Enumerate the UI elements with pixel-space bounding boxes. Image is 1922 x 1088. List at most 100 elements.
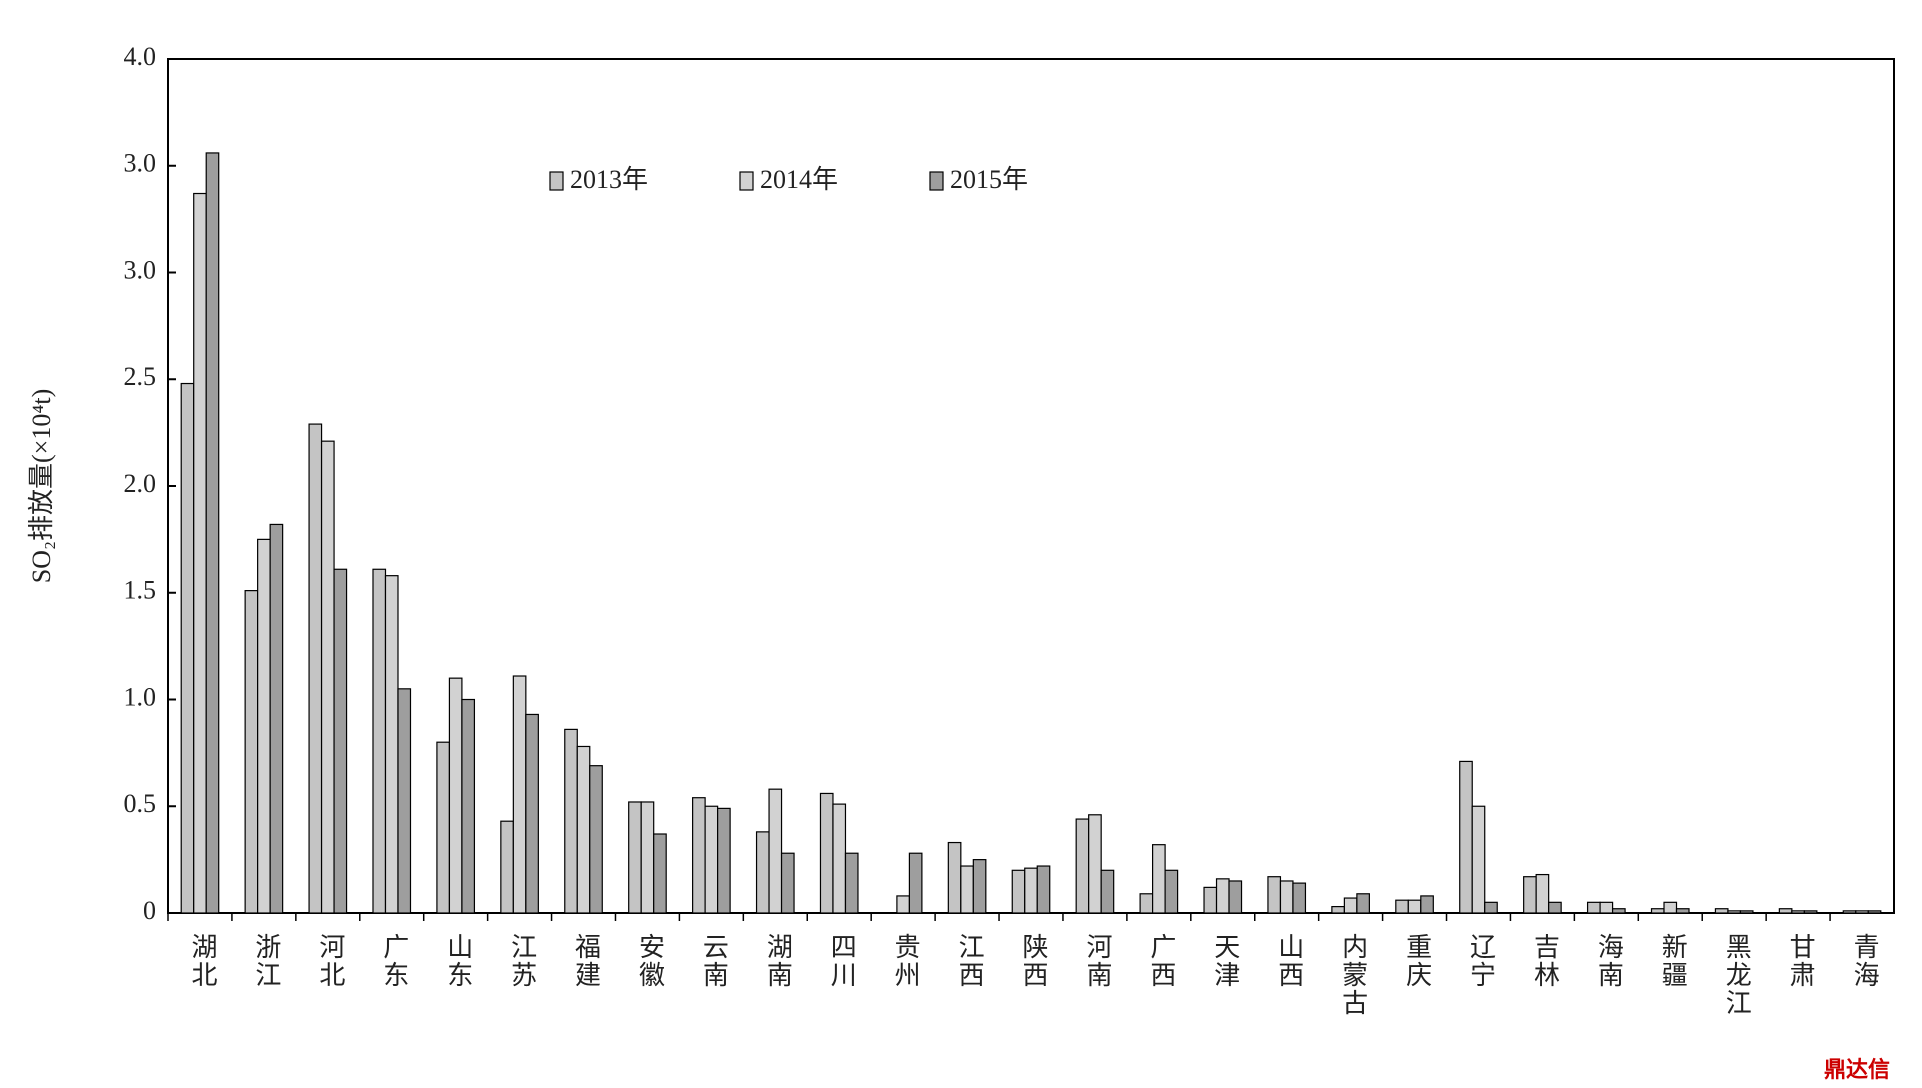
bar xyxy=(500,820,514,914)
bar xyxy=(1778,908,1793,914)
bar xyxy=(384,575,399,914)
bar xyxy=(972,859,987,914)
bar xyxy=(333,568,348,914)
bar xyxy=(704,805,719,914)
bar xyxy=(1228,880,1243,914)
y-axis-label: SO₂排放量(×10⁴t) xyxy=(27,389,56,584)
bar xyxy=(372,568,387,914)
bar xyxy=(768,788,783,914)
legend-label: 2014年 xyxy=(760,165,838,194)
bar xyxy=(1739,910,1754,914)
x-tick-label: 浙江 xyxy=(252,933,281,989)
bar xyxy=(1356,893,1370,914)
bar xyxy=(1586,901,1601,914)
bar xyxy=(896,895,910,914)
bar xyxy=(448,677,463,914)
x-tick-label: 江西 xyxy=(955,933,984,989)
bar xyxy=(947,841,962,914)
bar xyxy=(257,538,271,914)
x-tick-label: 青海 xyxy=(1850,933,1879,989)
bar xyxy=(320,440,335,914)
bar xyxy=(1203,886,1218,914)
legend-label: 2015年 xyxy=(950,165,1028,194)
bar xyxy=(589,765,603,914)
bar xyxy=(205,152,220,914)
x-tick-label: 辽宁 xyxy=(1467,933,1496,989)
bar xyxy=(1331,905,1345,914)
legend-swatch xyxy=(739,171,754,191)
bar xyxy=(1535,873,1550,914)
bar xyxy=(525,713,539,914)
bar xyxy=(628,801,642,914)
legend-swatch xyxy=(549,171,564,191)
bar xyxy=(844,852,859,914)
x-tick-label: 黑龙江 xyxy=(1722,933,1751,1017)
bar xyxy=(1011,869,1026,914)
bar xyxy=(1088,814,1102,914)
legend-swatch xyxy=(929,171,944,191)
bar xyxy=(1164,869,1179,914)
bar xyxy=(1420,895,1434,914)
bar xyxy=(1407,899,1422,914)
y-tick-label: 2.0 xyxy=(124,469,157,498)
bar xyxy=(1803,910,1818,914)
x-tick-label: 四川 xyxy=(827,933,856,989)
bar xyxy=(1599,901,1614,914)
x-tick-label: 甘肃 xyxy=(1786,933,1815,989)
bar xyxy=(564,728,578,914)
bar xyxy=(180,382,195,914)
x-tick-label: 湖南 xyxy=(763,933,792,989)
watermark: 鼎达信 xyxy=(1824,1057,1890,1082)
x-tick-label: 福建 xyxy=(572,933,601,989)
bar xyxy=(832,803,847,914)
bar xyxy=(780,852,795,914)
x-tick-label: 云南 xyxy=(699,933,728,989)
x-tick-label: 山西 xyxy=(1275,933,1304,989)
bar xyxy=(1727,910,1742,914)
y-tick-label: 0 xyxy=(143,896,156,925)
x-tick-label: 陕西 xyxy=(1019,933,1048,989)
bar xyxy=(1075,818,1090,914)
x-tick-label: 山东 xyxy=(444,933,473,989)
bar xyxy=(1152,844,1166,914)
y-tick-label: 2.5 xyxy=(124,362,157,391)
plot-frame xyxy=(167,58,1895,914)
x-tick-label: 广西 xyxy=(1147,933,1176,989)
bar xyxy=(1139,893,1154,914)
x-tick-label: 河北 xyxy=(316,933,345,989)
y-tick-label: 0.5 xyxy=(124,789,157,818)
legend-label: 2013年 xyxy=(570,165,648,194)
bar xyxy=(1867,910,1882,914)
bar xyxy=(960,865,974,914)
bar xyxy=(1855,910,1869,914)
bar xyxy=(269,523,284,914)
x-tick-label: 海南 xyxy=(1594,933,1623,989)
y-tick-label: 3.0 xyxy=(124,255,157,284)
bar xyxy=(1267,876,1282,914)
x-tick-label: 安徽 xyxy=(635,933,664,989)
bar xyxy=(1523,876,1537,914)
bar xyxy=(576,745,591,914)
x-tick-label: 重庆 xyxy=(1403,933,1432,989)
bar xyxy=(1611,908,1626,914)
bar xyxy=(1459,760,1473,914)
bar xyxy=(1292,882,1307,914)
x-tick-label: 新疆 xyxy=(1658,933,1687,989)
bar xyxy=(436,741,451,914)
bar xyxy=(692,797,706,914)
x-tick-label: 江苏 xyxy=(508,933,537,989)
x-tick-label: 湖北 xyxy=(188,933,217,989)
x-tick-label: 内蒙古 xyxy=(1339,933,1368,1017)
x-tick-label: 吉林 xyxy=(1530,933,1559,989)
bar xyxy=(640,801,655,914)
bar xyxy=(1343,897,1358,914)
bar xyxy=(1791,910,1805,914)
bar xyxy=(397,688,412,914)
bar xyxy=(1484,901,1498,914)
x-tick-label: 天津 xyxy=(1211,933,1240,989)
bar xyxy=(1279,880,1294,914)
bar xyxy=(308,423,323,914)
bar xyxy=(193,192,207,914)
